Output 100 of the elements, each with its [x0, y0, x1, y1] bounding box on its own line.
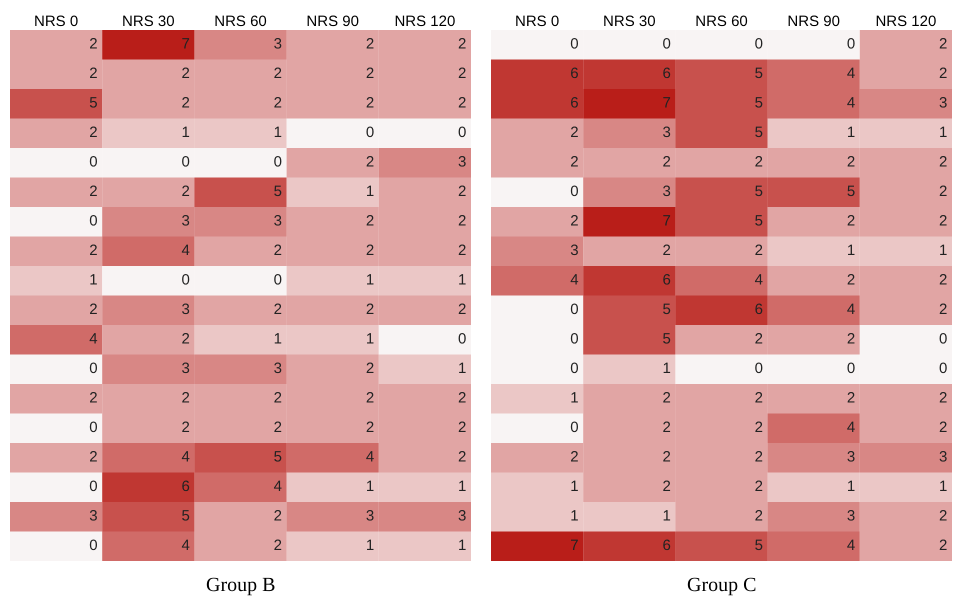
data-label: 2: [754, 154, 763, 170]
data-label: 7: [662, 94, 671, 112]
data-label: 2: [274, 419, 282, 436]
x-tick-label: NRS 30: [122, 13, 175, 30]
data-label: 2: [181, 65, 190, 82]
data-label: 4: [181, 242, 190, 259]
data-label: 0: [458, 124, 466, 141]
data-label: 2: [754, 419, 763, 436]
data-label: 2: [939, 36, 948, 52]
data-label: 0: [570, 330, 579, 348]
data-label: 6: [754, 301, 763, 318]
data-label: 2: [366, 419, 374, 436]
data-label: 3: [89, 508, 98, 524]
x-tick-label: NRS 0: [34, 13, 78, 30]
data-label: 2: [846, 154, 856, 170]
data-label: 1: [366, 330, 374, 348]
data-label: 3: [570, 242, 579, 259]
data-label: 1: [846, 124, 856, 141]
data-label: 2: [570, 154, 579, 170]
data-label: 2: [366, 36, 374, 52]
data-label: 2: [89, 301, 98, 318]
data-label: 2: [570, 124, 579, 141]
data-label: 2: [458, 390, 466, 406]
data-label: 2: [458, 242, 466, 259]
data-label: 2: [366, 94, 374, 112]
data-label: 5: [754, 94, 763, 112]
data-label: 2: [366, 242, 374, 259]
data-label: 2: [181, 390, 190, 406]
data-label: 0: [570, 183, 579, 200]
data-label: 2: [274, 537, 282, 554]
data-label: 1: [274, 330, 282, 348]
data-label: 2: [366, 390, 374, 406]
data-label: 3: [662, 124, 671, 141]
data-label: 2: [458, 183, 466, 200]
data-label: 4: [846, 94, 856, 112]
data-label: 2: [89, 183, 98, 200]
data-label: 2: [754, 478, 763, 495]
data-label: 2: [754, 242, 763, 259]
data-label: 1: [458, 360, 466, 377]
data-label: 6: [662, 272, 671, 288]
x-tick-label: NRS 30: [603, 13, 656, 30]
data-label: 5: [754, 124, 763, 141]
data-label: 5: [662, 301, 671, 318]
data-label: 1: [458, 272, 466, 288]
data-label: 1: [366, 478, 374, 495]
data-label: 2: [939, 390, 948, 406]
data-label: 2: [274, 508, 282, 524]
data-label: 3: [181, 301, 190, 318]
data-label: 2: [846, 212, 856, 230]
data-label: 4: [366, 448, 374, 466]
data-label: 2: [570, 448, 579, 466]
data-label: 5: [89, 94, 98, 112]
data-label: 3: [366, 508, 374, 524]
x-axis-title: Group C: [687, 574, 756, 596]
data-label: 2: [181, 330, 190, 348]
data-label: 2: [846, 272, 856, 288]
data-label: 2: [181, 94, 190, 112]
data-label: 2: [274, 390, 282, 406]
data-label: 4: [846, 301, 856, 318]
data-label: 2: [939, 508, 948, 524]
data-label: 2: [458, 419, 466, 436]
data-label: 5: [274, 183, 282, 200]
data-label: 7: [570, 537, 579, 554]
data-label: 5: [846, 183, 856, 200]
data-label: 2: [181, 183, 190, 200]
data-label: 6: [662, 537, 671, 554]
data-label: 0: [570, 360, 579, 377]
data-label: 2: [366, 301, 374, 318]
data-label: 1: [366, 183, 374, 200]
data-label: 4: [846, 65, 856, 82]
data-label: 3: [274, 212, 282, 230]
data-label: 2: [458, 65, 466, 82]
data-label: 2: [754, 330, 763, 348]
data-label: 3: [274, 360, 282, 377]
data-label: 0: [662, 36, 671, 52]
data-label: 4: [846, 419, 856, 436]
data-label: 2: [570, 212, 579, 230]
data-label: 0: [570, 419, 579, 436]
data-label: 5: [274, 448, 282, 466]
data-label: 2: [274, 94, 282, 112]
data-label: 2: [662, 448, 671, 466]
data-label: 2: [458, 36, 466, 52]
data-label: 1: [181, 124, 190, 141]
x-tick-label: NRS 60: [695, 13, 748, 30]
data-label: 1: [366, 272, 374, 288]
data-label: 4: [89, 330, 98, 348]
data-label: 0: [89, 212, 98, 230]
data-label: 1: [846, 242, 856, 259]
data-label: 4: [754, 272, 763, 288]
data-label: 2: [458, 448, 466, 466]
data-label: 2: [846, 390, 856, 406]
data-label: 0: [846, 36, 856, 52]
data-label: 2: [89, 242, 98, 259]
data-label: 2: [939, 65, 948, 82]
x-tick-label: NRS 120: [875, 13, 936, 30]
data-label: 0: [89, 537, 98, 554]
data-label: 1: [570, 390, 579, 406]
data-label: 1: [570, 508, 579, 524]
data-label: 4: [181, 448, 190, 466]
data-label: 3: [274, 36, 282, 52]
